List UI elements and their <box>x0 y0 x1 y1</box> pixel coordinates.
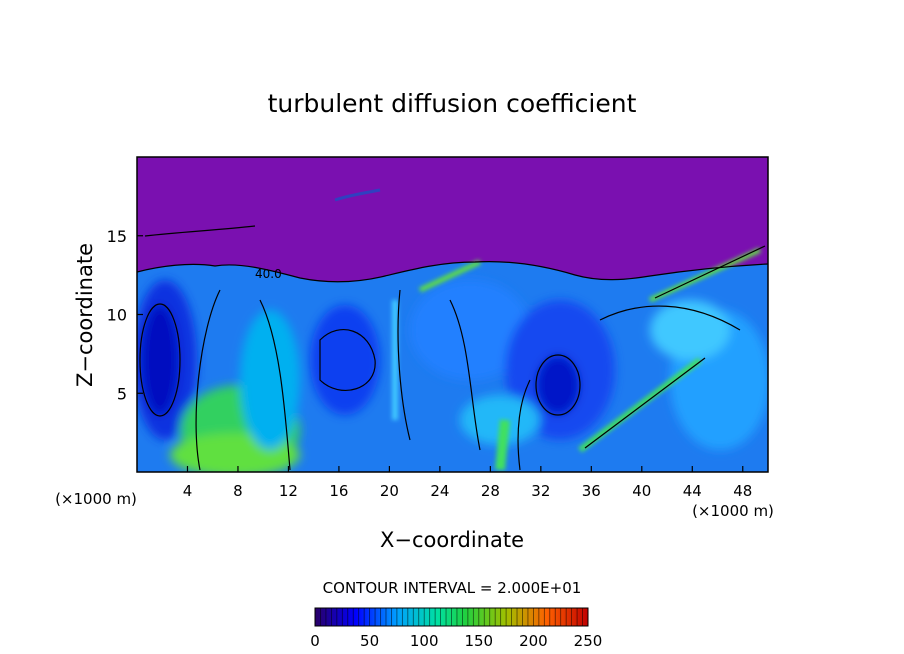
x-tick-label: 20 <box>380 482 399 500</box>
green-streak-top <box>418 259 482 293</box>
y-tick-label: 15 <box>107 227 127 246</box>
x-axis-label: X−coordinate <box>380 528 524 552</box>
chart-title: turbulent diffusion coefficient <box>268 89 637 118</box>
colorbar-tick-label: 200 <box>519 632 548 650</box>
left-eddy-core <box>142 305 178 415</box>
colorbar-tick-label: 50 <box>360 632 379 650</box>
x-tick-label: 24 <box>430 482 449 500</box>
x-tick-label: 32 <box>531 482 550 500</box>
contour-label: 40.0 <box>255 267 282 281</box>
y-axis: 5 10 15 <box>107 227 143 403</box>
green-column <box>495 419 510 471</box>
colorbar-tick-label: 150 <box>464 632 493 650</box>
wisp <box>334 188 381 202</box>
colorbar-tick-label: 250 <box>574 632 603 650</box>
x-unit-right: (×1000 m) <box>692 502 774 520</box>
colorbar-tick-label: 0 <box>310 632 320 650</box>
x-tick-label: 12 <box>279 482 298 500</box>
plot-area: 40.0 <box>137 157 768 472</box>
x-axis: 4 8 12 16 20 24 28 32 36 40 44 48 <box>183 466 752 500</box>
plume-cyan <box>240 310 300 450</box>
x-tick-label: 36 <box>582 482 601 500</box>
x-tick-label: 8 <box>233 482 243 500</box>
central-right-eddy <box>410 280 530 380</box>
contour-interval: CONTOUR INTERVAL = 2.000E+01 <box>323 579 582 597</box>
x-tick-label: 40 <box>632 482 651 500</box>
big-eddy-core <box>536 355 580 415</box>
y-tick-label: 5 <box>117 384 127 403</box>
y-tick-label: 10 <box>107 306 127 325</box>
colorbar-stripes <box>320 608 583 626</box>
central-eddy <box>310 305 380 415</box>
green-streak-mid <box>578 357 702 453</box>
x-unit-left: (×1000 m) <box>55 490 137 508</box>
colorbar-tick-label: 100 <box>410 632 439 650</box>
x-tick-label: 28 <box>481 482 500 500</box>
contour-lines <box>137 225 768 471</box>
x-tick-label: 44 <box>683 482 702 500</box>
x-tick-label: 4 <box>183 482 193 500</box>
colorbar-ticks: 0 50 100 150 200 250 <box>310 632 602 650</box>
y-axis-label: Z−coordinate <box>73 243 97 387</box>
x-tick-label: 16 <box>329 482 348 500</box>
x-tick-label: 48 <box>733 482 752 500</box>
